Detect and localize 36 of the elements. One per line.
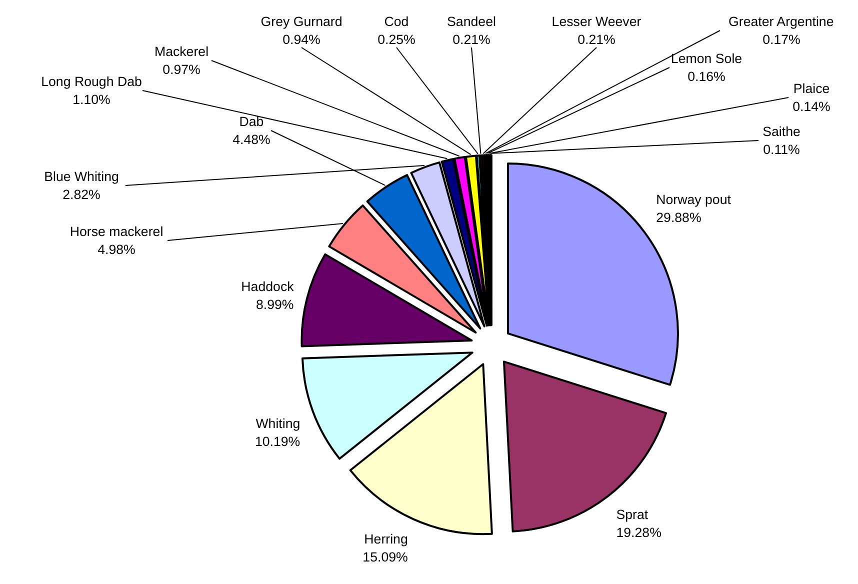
slice-label: Norway pout: [656, 192, 732, 208]
data-label: 8.99%: [256, 296, 294, 312]
slice-label: Greater Argentine: [728, 14, 834, 29]
data-label: 0.21%: [578, 32, 616, 47]
slice-label: Saithe: [762, 124, 800, 139]
data-label: 0.11%: [763, 142, 800, 157]
data-label: 29.88%: [656, 210, 702, 226]
data-label: 0.16%: [688, 69, 726, 84]
data-label: 0.94%: [282, 32, 321, 47]
slice-label: Grey Gurnard: [260, 14, 342, 29]
data-label: 0.21%: [452, 32, 491, 47]
data-label: 0.97%: [162, 62, 201, 77]
slice-label: Sandeel: [447, 14, 496, 29]
data-label: 15.09%: [362, 550, 408, 565]
slice-label: Plaice: [793, 81, 830, 96]
data-label: 0.17%: [762, 32, 801, 47]
slice-label: Mackerel: [154, 44, 209, 59]
data-label: 2.82%: [62, 187, 101, 202]
slice-label: Whiting: [256, 416, 300, 432]
data-label: 0.14%: [792, 99, 831, 114]
data-label: 10.19%: [254, 434, 300, 450]
data-label: 0.25%: [378, 32, 416, 47]
data-label: 4.98%: [98, 242, 136, 257]
slice-label: Lemon Sole: [670, 51, 742, 66]
slice-label: Long Rough Dab: [41, 74, 142, 89]
data-label: 1.10%: [72, 92, 111, 107]
slice-label: Lesser Weever: [552, 14, 642, 29]
slice-label: Sprat: [616, 506, 648, 522]
slice-label: Cod: [384, 14, 409, 29]
data-label: 4.48%: [232, 132, 271, 147]
slice-label: Haddock: [241, 278, 294, 294]
data-label: 19.28%: [616, 524, 662, 540]
slice-label: Dab: [239, 114, 264, 129]
slice-label: Horse mackerel: [70, 224, 164, 239]
slice-label: Blue Whiting: [44, 169, 119, 184]
slice-label: Herring: [364, 532, 408, 547]
